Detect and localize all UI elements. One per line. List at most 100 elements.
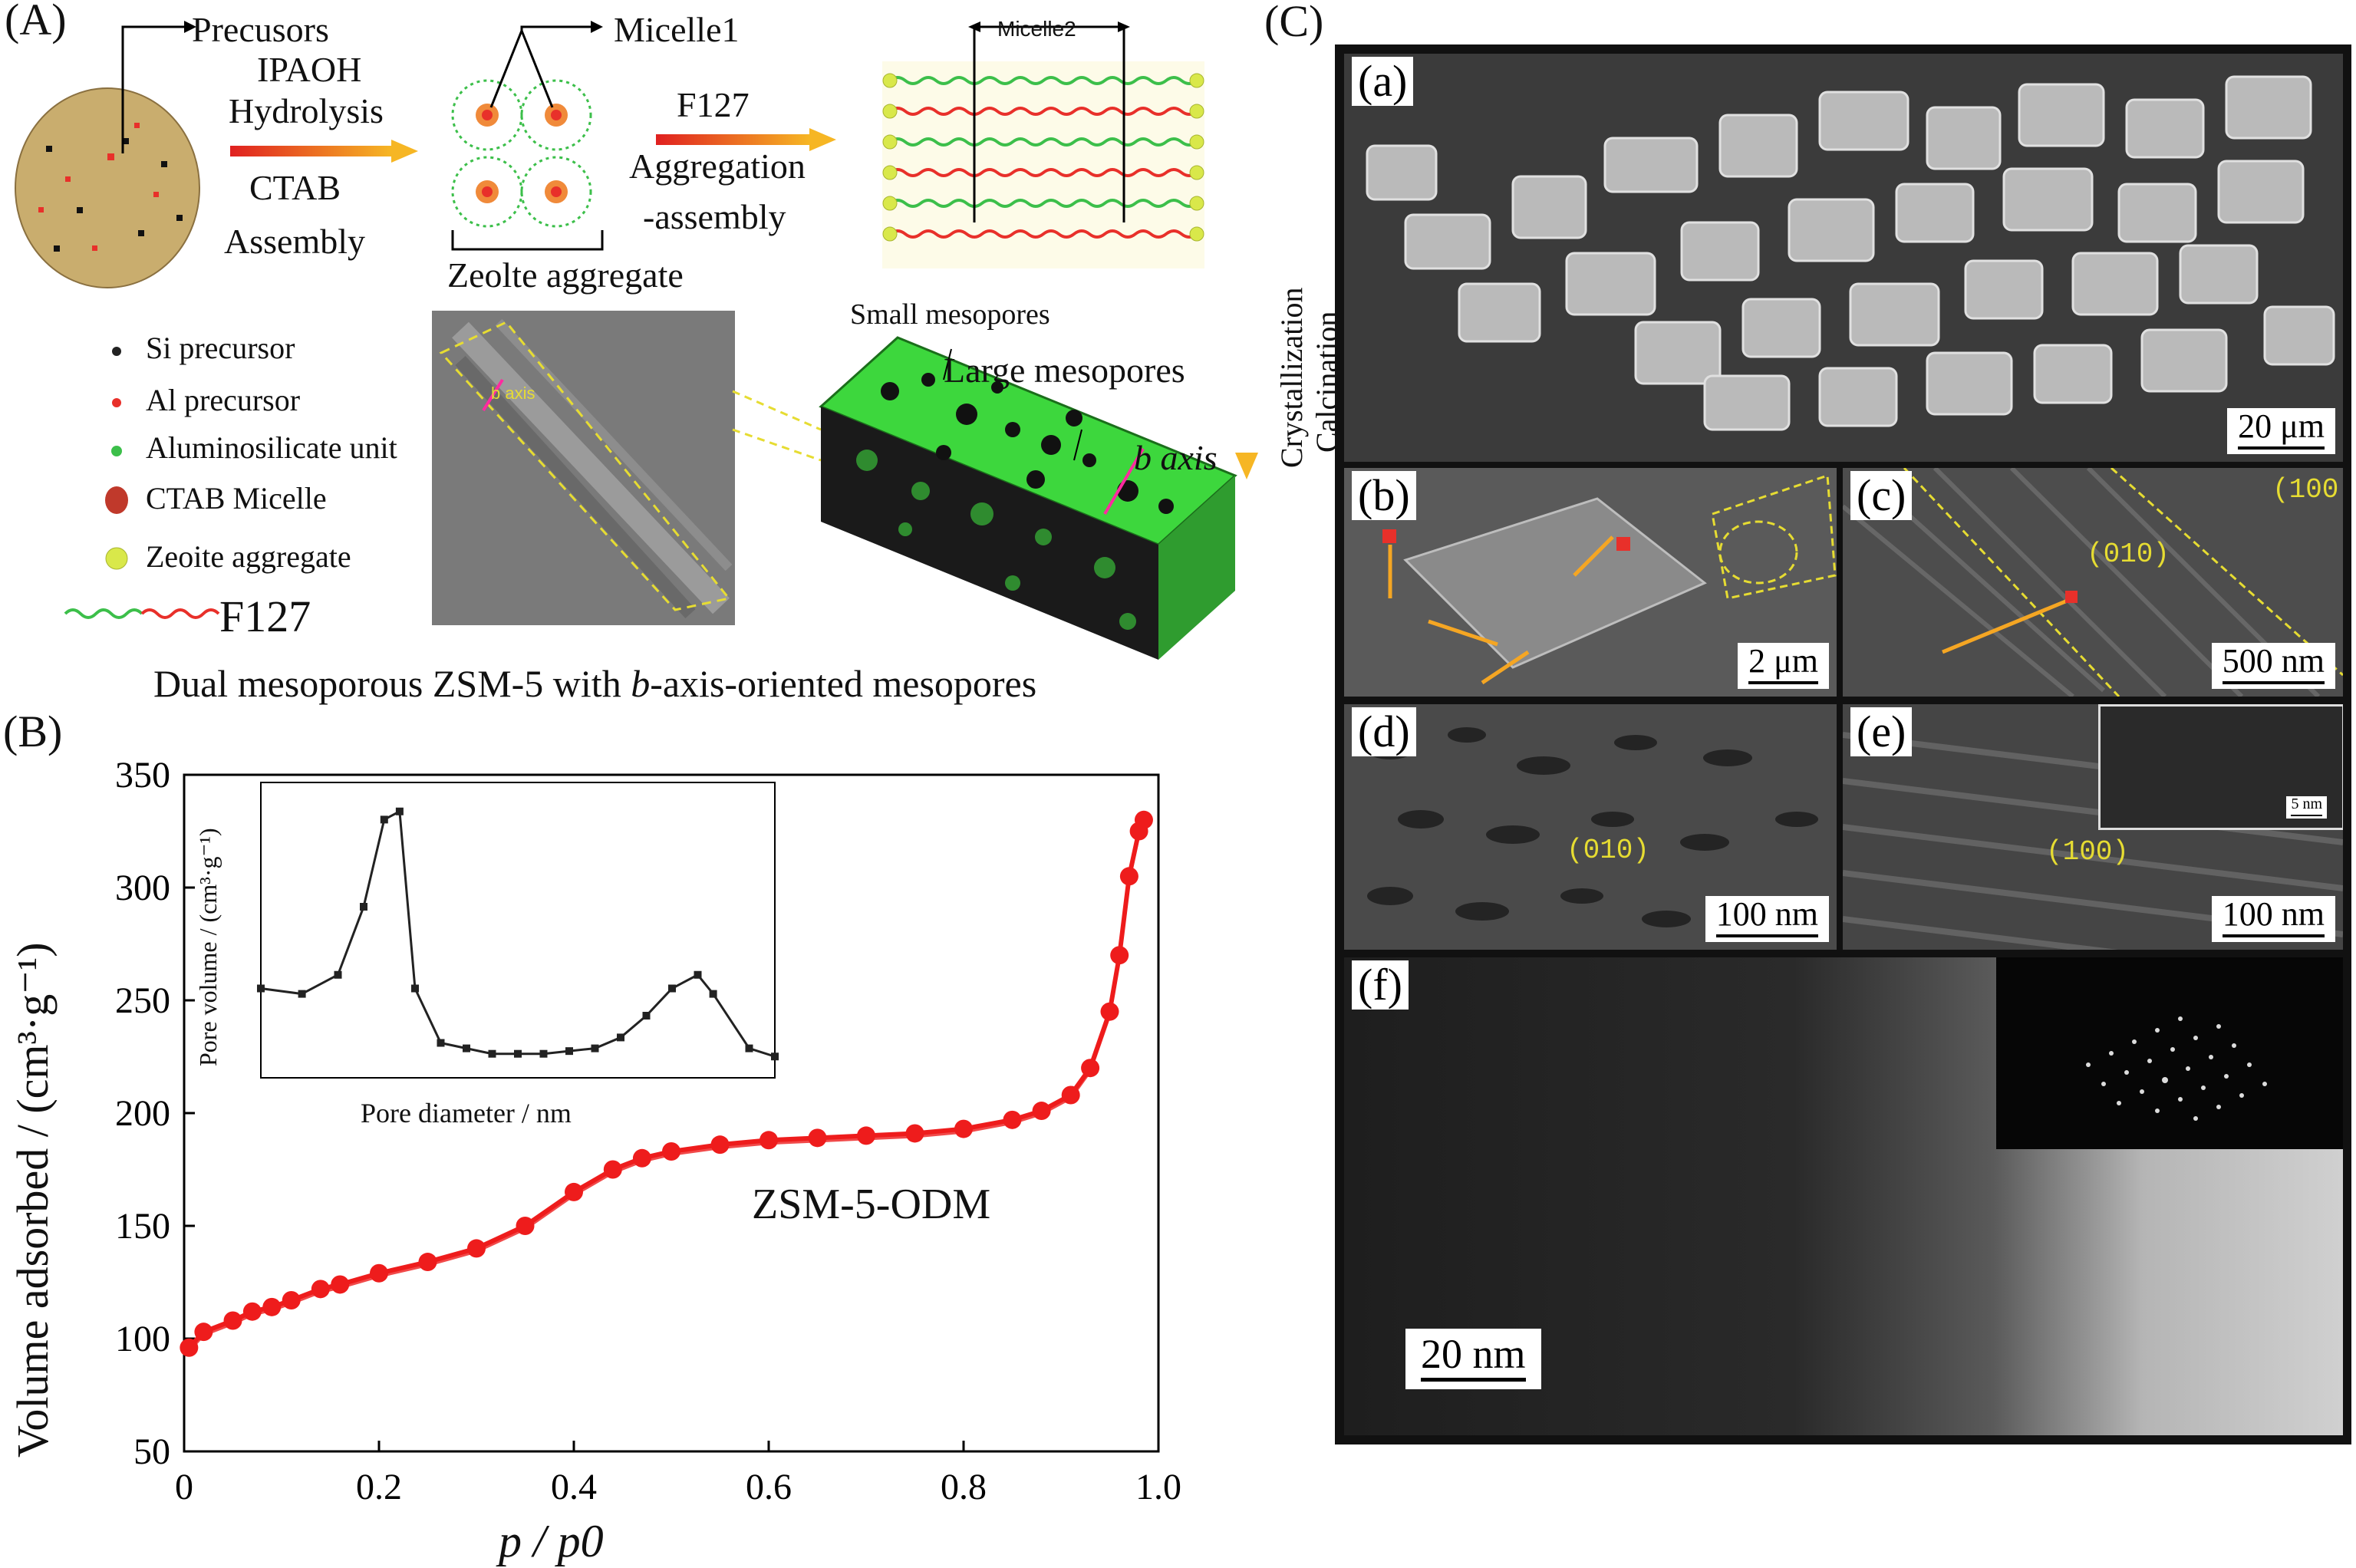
x-tick-label: 0.4 (551, 1467, 597, 1507)
sem-e-inset-scale-text: 5 nm (2291, 796, 2322, 812)
inset-xlabel: Pore diameter / nm (361, 1098, 572, 1128)
panel-a-letter: (A) (5, 0, 67, 44)
y-axis-label: Volume adsorbed / (cm³·g⁻¹) (8, 942, 58, 1458)
sem-a-texture (1366, 75, 2335, 431)
sem-b-label: (b) (1352, 471, 1416, 520)
chart-inset (257, 782, 779, 1079)
sem-e-scale-text: 100 nm (2222, 895, 2325, 933)
sem-d: (d) (010) 100 nm (1344, 704, 1837, 950)
mesoporous-model (819, 336, 1237, 660)
label-aggregation: Aggregation (629, 147, 806, 186)
caption-pre: Dual mesoporous ZSM-5 with (153, 662, 631, 705)
series-point (954, 1119, 973, 1138)
label-micelle1: Micelle1 (614, 10, 740, 49)
x-tick-label: 0 (175, 1467, 193, 1507)
sem-c: (c) (100) (010) 500 nm (1843, 468, 2343, 697)
inset-point (771, 1052, 779, 1061)
sem-b: (b) 2 μm (1344, 468, 1837, 697)
sem-a-scalebar: 20 μm (2227, 408, 2335, 454)
y-tick-label: 300 (115, 868, 170, 908)
series-point (565, 1182, 583, 1201)
label-ctab: CTAB (249, 168, 341, 207)
inset-point (565, 1047, 573, 1056)
inset-point (463, 1044, 470, 1052)
panel-a-schematic (15, 21, 1258, 660)
series-point (905, 1124, 924, 1143)
sample-label: ZSM-5-ODM (752, 1181, 991, 1228)
y-tick-label: 150 (115, 1206, 170, 1247)
label-assembly2: -assembly (643, 197, 786, 236)
series-point (1119, 867, 1138, 886)
tem-f-diffraction-inset (1996, 957, 2343, 1149)
tem-f-scale-text: 20 nm (1421, 1331, 1526, 1377)
sem-b-scale-text: 2 μm (1748, 642, 1818, 680)
inset-point (642, 1012, 651, 1020)
series-point (1110, 946, 1129, 965)
precursor-droplet (15, 87, 200, 288)
sem-a-scale-text: 20 μm (2238, 407, 2325, 445)
series-point (242, 1302, 262, 1321)
label-b-axis-model: b axis (1134, 438, 1218, 477)
micelle2-layers (882, 21, 1204, 268)
series-point (282, 1291, 301, 1310)
sem-e-inset: 5 nm (2098, 704, 2343, 830)
caption-italic: b (631, 662, 651, 705)
tem-f-label: (f) (1352, 960, 1409, 1010)
inset-point (488, 1049, 496, 1058)
sem-e-scalebar: 100 nm (2211, 895, 2335, 942)
chart-ticks: 0 0.2 0.4 0.6 0.8 1.0 50 100 150 200 250 300 350 (115, 755, 1181, 1507)
sem-c-scale-text: 500 nm (2222, 642, 2325, 680)
panel-c-letter: (C) (1264, 0, 1324, 46)
sem-b-texture (1382, 473, 1837, 685)
label-precursors: Precusors (192, 10, 329, 49)
series-point (1134, 810, 1153, 829)
diffraction-pattern (2086, 1016, 2267, 1121)
x-tick-label: 0.6 (746, 1467, 792, 1507)
sem-c-facet-010: (010) (2087, 539, 2170, 570)
series-point (1061, 1085, 1080, 1105)
sem-a: (a) 20 μm (1344, 54, 2343, 462)
series-point (223, 1311, 242, 1330)
series-point (1100, 1002, 1119, 1021)
inset-point (437, 1039, 445, 1047)
sem-b-scalebar: 2 μm (1738, 643, 1829, 689)
label-small-mesopores: Small mesopores (850, 298, 1050, 331)
y-tick-label: 100 (115, 1319, 170, 1359)
series-point (331, 1275, 350, 1294)
sem-e-label: (e) (1850, 707, 1913, 756)
series-point (311, 1280, 330, 1299)
label-hydrolysis: Hydrolysis (229, 91, 384, 130)
label-f127-step: F127 (677, 85, 750, 124)
y-tick-label: 250 (115, 980, 170, 1021)
series-point (262, 1297, 282, 1316)
inset-point (257, 984, 265, 993)
label-b-axis-sem: b axis (491, 384, 535, 403)
sem-a-label: (a) (1352, 57, 1414, 106)
panel-b-letter: (B) (3, 707, 63, 756)
sem-e-facet-100: (100) (2046, 836, 2130, 868)
sem-e: 5 nm (e) (100) 100 nm (1843, 704, 2343, 950)
sem-c-scalebar: 500 nm (2211, 642, 2335, 689)
series-point (1003, 1110, 1022, 1129)
sem-c-label: (c) (1850, 471, 1913, 520)
series-point (418, 1253, 437, 1272)
tem-f: (f) 20 nm (1344, 957, 2343, 1435)
tem-f-scalebar: 20 nm (1405, 1329, 1541, 1389)
sem-d-label: (d) (1352, 707, 1416, 756)
series-point (1032, 1102, 1051, 1121)
series-point (662, 1141, 680, 1161)
micelle-cluster (451, 79, 592, 228)
series-point (180, 1338, 199, 1357)
inset-point (709, 990, 717, 998)
y-tick-label: 50 (133, 1431, 170, 1472)
inset-point (591, 1044, 599, 1052)
series-point (194, 1323, 213, 1342)
series-point (516, 1217, 535, 1235)
sem-d-facet-010: (010) (1567, 835, 1650, 866)
series-point (857, 1126, 875, 1145)
inset-point (539, 1049, 548, 1058)
label-ipaoh: IPAOH (257, 50, 362, 89)
legend-zeolite-aggregate: Zeoite aggregate (146, 539, 351, 574)
inset-point (380, 815, 388, 824)
series-point (760, 1131, 778, 1150)
